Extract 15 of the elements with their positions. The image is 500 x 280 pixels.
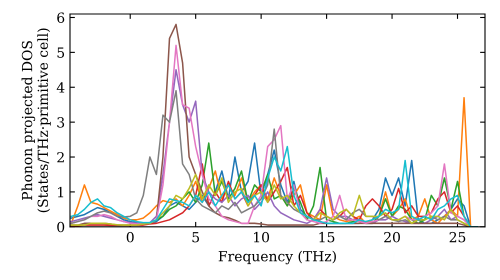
y-tick-label: 1 bbox=[58, 186, 64, 198]
x-tick-label: 20 bbox=[384, 232, 400, 242]
y-tick-label: 5 bbox=[57, 48, 64, 58]
x-axis-title: Frequency (THz) bbox=[218, 250, 336, 264]
y-tick-label: 6 bbox=[57, 12, 64, 23]
x-tick-label: 5 bbox=[192, 232, 200, 242]
x-tick-label: 10 bbox=[254, 232, 270, 242]
y-axis-title: Phonon projected DOS (States/THz·primitive cell) bbox=[22, 28, 51, 212]
x-tick-label: 0 bbox=[126, 232, 134, 242]
x-tick-label: 25 bbox=[450, 232, 466, 242]
y-tick-label: 3 bbox=[57, 117, 64, 128]
x-tick-label: 15 bbox=[319, 232, 334, 242]
y-tick-label: 2 bbox=[57, 152, 64, 162]
y-tick-label: 4 bbox=[56, 82, 64, 93]
y-tick-label: 0 bbox=[57, 222, 64, 232]
